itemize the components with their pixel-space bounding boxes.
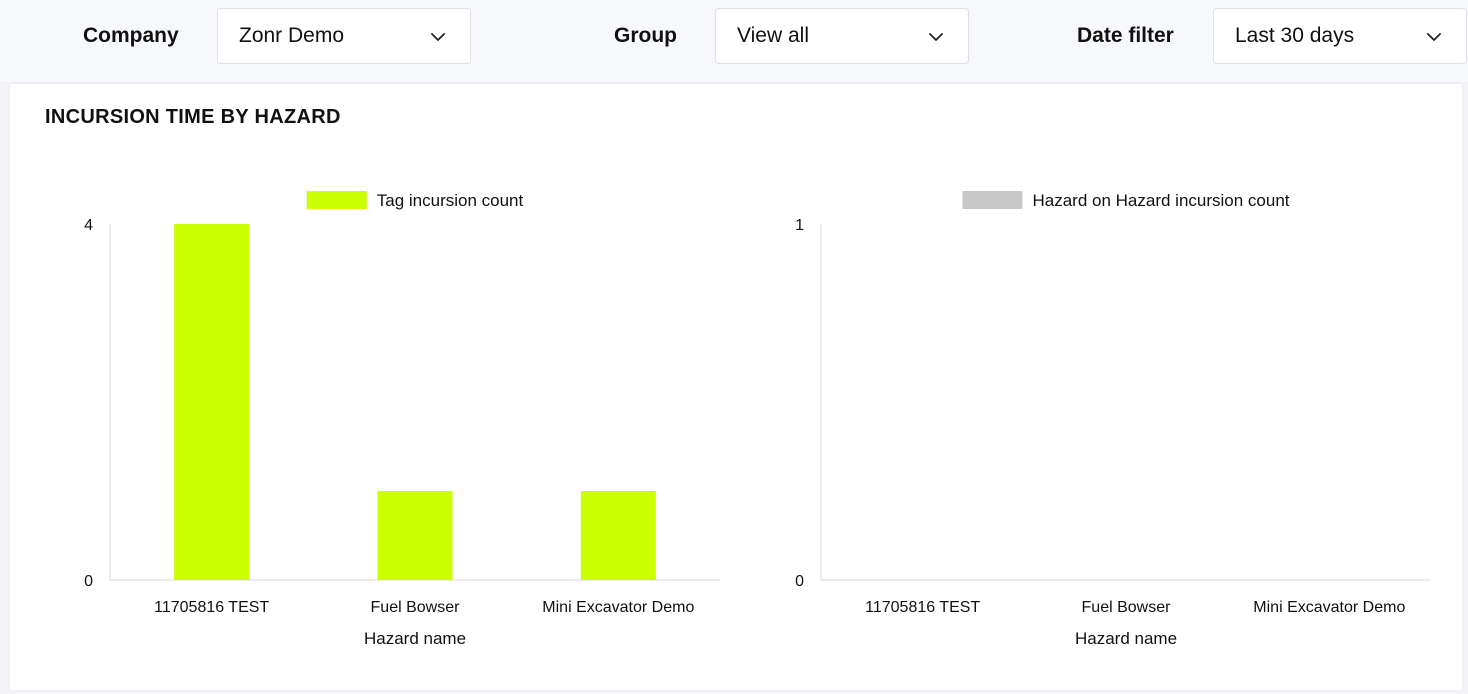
chart2-x-tick-label: Mini Excavator Demo — [1253, 599, 1405, 616]
chart1-y-tick-label: 4 — [84, 217, 93, 234]
chart2-y-tick-label: 1 — [795, 217, 804, 234]
chevron-down-icon — [929, 33, 943, 41]
chevron-down-icon — [1427, 33, 1441, 41]
chart2-legend-label: Hazard on Hazard incursion count — [1032, 191, 1289, 210]
chart1-x-tick-label: Fuel Bowser — [371, 599, 461, 616]
chart1-legend-label: Tag incursion count — [377, 191, 524, 210]
date-filter-select[interactable]: Last 30 days — [1213, 8, 1467, 64]
chart2-x-tick-label: Fuel Bowser — [1082, 599, 1172, 616]
chart1-x-tick-label: Mini Excavator Demo — [542, 599, 694, 616]
date-filter-label: Date filter — [1077, 24, 1174, 47]
card-title: INCURSION TIME BY HAZARD — [45, 106, 341, 128]
date-filter-select-value: Last 30 days — [1235, 24, 1355, 47]
company-label: Company — [83, 24, 179, 47]
filter-bar: Company Zonr Demo Group View all Date fi… — [0, 0, 1468, 83]
chart2-x-axis-title: Hazard name — [1075, 629, 1177, 648]
chart1-legend-swatch — [306, 191, 367, 209]
chart1-x-tick-label: 11705816 TEST — [154, 599, 269, 616]
incursion-card — [10, 84, 1462, 690]
chart1-y-tick-label: 0 — [84, 573, 93, 590]
chart1-x-axis-title: Hazard name — [364, 629, 466, 648]
chart1-bar — [580, 491, 656, 580]
company-select-value: Zonr Demo — [239, 24, 345, 47]
chevron-down-icon — [431, 33, 445, 41]
chart1-bar — [377, 491, 453, 580]
chart2-x-tick-label: 11705816 TEST — [865, 599, 980, 616]
chart1-bar — [174, 224, 250, 580]
chart2-legend-swatch — [962, 191, 1023, 209]
group-label: Group — [614, 24, 677, 47]
company-select[interactable]: Zonr Demo — [217, 8, 471, 64]
chart2-y-tick-label: 0 — [795, 573, 804, 590]
group-select-value: View all — [737, 24, 809, 47]
group-select[interactable]: View all — [715, 8, 969, 64]
